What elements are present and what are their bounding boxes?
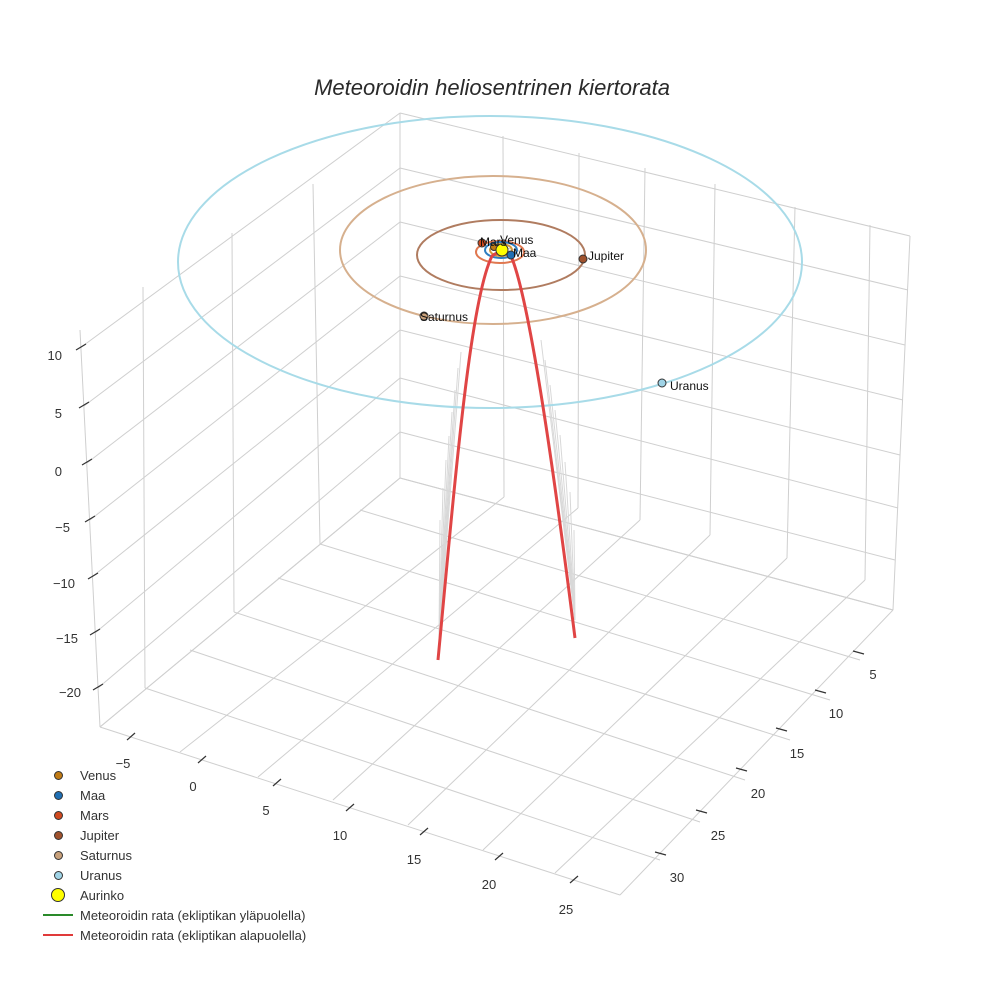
label-saturnus: Saturnus [420, 310, 468, 324]
legend-label: Jupiter [80, 827, 120, 843]
y-tick-label: 15 [790, 746, 804, 761]
x-tick-label: 25 [559, 902, 573, 917]
legend-item-saturnus[interactable]: Saturnus [36, 845, 366, 865]
x-tick-label: 20 [482, 877, 496, 892]
x-tick-label: 5 [262, 803, 269, 818]
legend-label: Mars [80, 807, 109, 823]
legend: Venus Maa Mars Jupiter Saturnus Uranus A… [36, 765, 366, 945]
z-tick-label: −5 [55, 520, 70, 535]
y-tick-label: 30 [670, 870, 684, 885]
uranus-marker-icon [53, 870, 63, 880]
x-tick-label: −5 [116, 756, 131, 771]
z-tick-label: 0 [55, 464, 62, 479]
x-tick-label: 15 [407, 852, 421, 867]
grid-3d [79, 112, 911, 896]
legend-label: Aurinko [80, 887, 125, 903]
sun-marker-icon [51, 888, 65, 902]
legend-label: Meteoroidin rata (ekliptikan yläpuolella… [80, 907, 306, 923]
y-tick-label: 5 [869, 667, 876, 682]
chart-title: Meteoroidin heliosentrinen kiertorata [314, 75, 670, 100]
sun [495, 243, 509, 257]
label-uranus: Uranus [670, 379, 709, 393]
saturnus-marker-icon [53, 850, 63, 860]
mars-marker-icon [53, 810, 63, 820]
tick-marks [75, 343, 865, 884]
legend-item-jupiter[interactable]: Jupiter [36, 825, 366, 845]
legend-label: Meteoroidin rata (ekliptikan alapuolella… [80, 927, 307, 943]
legend-item-venus[interactable]: Venus [36, 765, 366, 785]
planet-jupiter [578, 254, 588, 264]
maa-marker-icon [53, 790, 63, 800]
jupiter-marker-icon [53, 830, 63, 840]
legend-label: Saturnus [80, 847, 133, 863]
venus-marker-icon [53, 770, 63, 780]
red-line-icon [43, 934, 73, 936]
planets [419, 238, 667, 388]
planet-saturnus [419, 311, 429, 321]
label-maa: Maa [513, 246, 537, 260]
x-tick-label: 10 [333, 828, 347, 843]
green-line-icon [43, 914, 73, 916]
y-axis-labels: 5 10 15 20 25 30 [670, 667, 877, 885]
legend-item-aurinko[interactable]: Aurinko [36, 885, 366, 905]
label-mars: Mars [480, 235, 507, 249]
label-jupiter: Jupiter [588, 249, 624, 263]
planet-uranus [657, 378, 667, 388]
z-tick-label: −15 [56, 631, 78, 646]
planet-maa [506, 250, 516, 260]
legend-item-mars[interactable]: Mars [36, 805, 366, 825]
projection-stems [438, 339, 576, 641]
z-tick-label: 10 [48, 348, 62, 363]
label-venus: Venus [500, 233, 533, 247]
z-tick-label: 5 [55, 406, 62, 421]
legend-item-maa[interactable]: Maa [36, 785, 366, 805]
legend-item-uranus[interactable]: Uranus [36, 865, 366, 885]
z-tick-label: −20 [59, 685, 81, 700]
orbit-uranus [177, 115, 803, 409]
legend-label: Venus [80, 767, 117, 783]
x-axis-labels: −5 0 5 10 15 20 25 [116, 756, 574, 917]
x-tick-label: 0 [189, 779, 196, 794]
orbit-saturnus [339, 175, 647, 325]
orbit-mars [475, 240, 525, 264]
legend-item-path-above[interactable]: Meteoroidin rata (ekliptikan yläpuolella… [36, 905, 366, 925]
y-tick-label: 25 [711, 828, 725, 843]
orbit-maa [484, 241, 518, 259]
y-tick-label: 20 [751, 786, 765, 801]
z-axis-labels: 10 5 0 −5 −10 −15 −20 [48, 348, 81, 700]
planet-labels: Mars Venus Maa Jupiter Saturnus Uranus [420, 233, 709, 393]
legend-label: Maa [80, 787, 106, 803]
legend-item-path-below[interactable]: Meteoroidin rata (ekliptikan alapuolella… [36, 925, 366, 945]
legend-label: Uranus [80, 867, 122, 883]
planet-mars [477, 238, 487, 248]
y-tick-label: 10 [829, 706, 843, 721]
z-tick-label: −10 [53, 576, 75, 591]
